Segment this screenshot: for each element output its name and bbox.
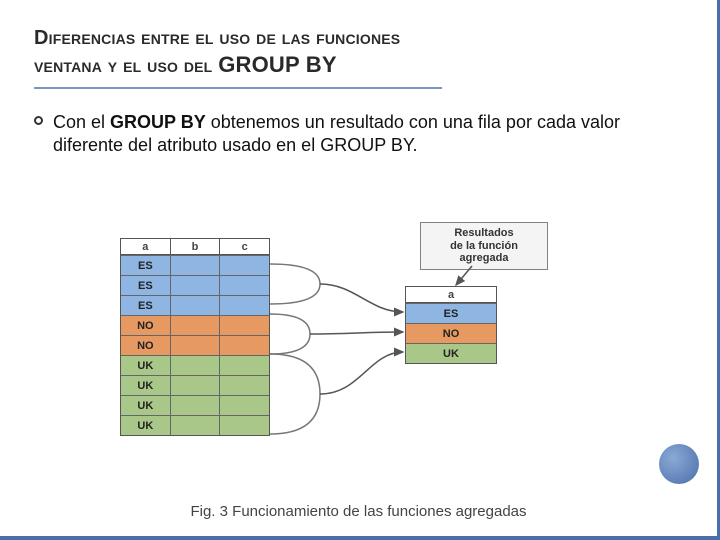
- input-header-row: abc: [121, 239, 269, 255]
- output-row: NO: [406, 323, 496, 343]
- bullet-icon: [34, 116, 43, 125]
- input-cell-a: UK: [121, 355, 171, 375]
- callout-l3: agregada: [427, 252, 541, 265]
- output-table: a ESNOUK: [405, 286, 497, 364]
- callout-box: Resultados de la función agregada: [420, 222, 548, 270]
- input-cell-a: NO: [121, 315, 171, 335]
- input-cell-empty: [171, 275, 221, 295]
- input-header-cell: a: [121, 239, 171, 255]
- slide: Diferencias entre el uso de las funcione…: [0, 0, 717, 536]
- input-row: ES: [121, 295, 269, 315]
- bullet: Con el GROUP BY obtenemos un resultado c…: [34, 111, 683, 158]
- input-cell-a: ES: [121, 295, 171, 315]
- input-cell-empty: [171, 355, 221, 375]
- input-cell-empty: [220, 395, 269, 415]
- input-cell-empty: [220, 275, 269, 295]
- input-cell-empty: [171, 415, 221, 435]
- input-cell-empty: [220, 375, 269, 395]
- input-row: UK: [121, 355, 269, 375]
- input-header-cell: b: [171, 239, 221, 255]
- output-cell: ES: [406, 303, 496, 323]
- input-row: ES: [121, 255, 269, 275]
- input-header-cell: c: [220, 239, 269, 255]
- figure-caption: Fig. 3 Funcionamiento de las funciones a…: [0, 503, 717, 520]
- output-cell: UK: [406, 343, 496, 363]
- input-cell-empty: [220, 255, 269, 275]
- bullet-strong: GROUP BY: [110, 112, 206, 132]
- input-cell-empty: [220, 295, 269, 315]
- title-line-1: Diferencias entre el uso de las funcione…: [34, 26, 683, 51]
- input-row: NO: [121, 335, 269, 355]
- output-row: ES: [406, 303, 496, 323]
- corner-decoration: [659, 444, 699, 484]
- output-cell: NO: [406, 323, 496, 343]
- input-cell-empty: [220, 355, 269, 375]
- input-cell-a: NO: [121, 335, 171, 355]
- input-cell-empty: [171, 395, 221, 415]
- title-groupby: GROUP BY: [218, 52, 337, 77]
- input-row: ES: [121, 275, 269, 295]
- input-row: UK: [121, 395, 269, 415]
- input-row: UK: [121, 415, 269, 435]
- output-header-row: a: [406, 287, 496, 303]
- title-underline: [34, 87, 442, 89]
- output-row: UK: [406, 343, 496, 363]
- groupby-diagram: Resultados de la función agregada abc ES…: [120, 222, 600, 482]
- output-header: a: [406, 287, 496, 303]
- bullet-text: Con el GROUP BY obtenemos un resultado c…: [53, 111, 653, 158]
- callout-l2: de la función: [427, 240, 541, 253]
- title-line-2: ventana y el uso del GROUP BY: [34, 51, 683, 79]
- input-cell-a: ES: [121, 275, 171, 295]
- input-cell-empty: [220, 335, 269, 355]
- input-cell-a: UK: [121, 395, 171, 415]
- input-cell-empty: [171, 315, 221, 335]
- slide-title: Diferencias entre el uso de las funcione…: [34, 26, 683, 85]
- input-cell-a: ES: [121, 255, 171, 275]
- input-cell-a: UK: [121, 415, 171, 435]
- input-row: NO: [121, 315, 269, 335]
- input-cell-empty: [220, 415, 269, 435]
- input-row: UK: [121, 375, 269, 395]
- bullet-pre: Con el: [53, 112, 110, 132]
- input-cell-empty: [220, 315, 269, 335]
- input-table: abc ESESESNONOUKUKUKUK: [120, 238, 270, 436]
- input-cell-empty: [171, 255, 221, 275]
- input-cell-empty: [171, 375, 221, 395]
- input-cell-a: UK: [121, 375, 171, 395]
- callout-l1: Resultados: [454, 227, 513, 239]
- input-cell-empty: [171, 295, 221, 315]
- input-cell-empty: [171, 335, 221, 355]
- title-line-2-prefix: ventana y el uso del: [34, 55, 212, 77]
